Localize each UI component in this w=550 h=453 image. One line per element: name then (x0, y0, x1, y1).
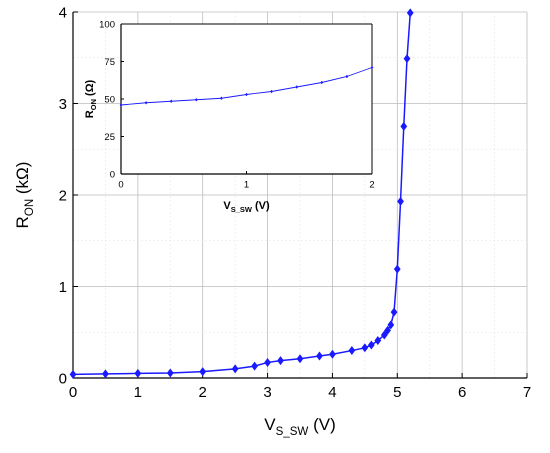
data-point (134, 368, 142, 378)
y-tick-label: 1 (59, 279, 67, 296)
data-point (245, 92, 248, 97)
data-point (400, 121, 408, 131)
y-tick-label: 2 (59, 187, 67, 204)
data-point (231, 364, 239, 374)
data-point (166, 368, 174, 378)
y-tick-label: 75 (104, 57, 115, 68)
data-point (220, 96, 223, 101)
y-tick-label: 3 (59, 96, 67, 113)
data-point (406, 8, 414, 18)
data-point (390, 307, 398, 317)
x-tick-label: 7 (523, 384, 531, 401)
y-tick-label: 0 (110, 169, 115, 180)
data-point (387, 320, 395, 330)
inset-background (121, 24, 372, 174)
data-point (374, 335, 382, 345)
y-tick-label: 25 (104, 132, 115, 143)
data-point (295, 85, 299, 89)
x-tick-label: 3 (263, 384, 271, 401)
data-point (393, 264, 401, 274)
data-point (345, 74, 349, 79)
data-point (370, 65, 374, 70)
data-point (384, 325, 391, 335)
x-tick-label: 0 (118, 180, 123, 191)
x-tick-label: 2 (369, 180, 374, 191)
y-tick-label: 100 (99, 19, 115, 30)
data-point (361, 343, 369, 353)
data-point (102, 369, 109, 379)
data-point (264, 357, 271, 367)
data-point (316, 351, 323, 361)
data-point (119, 103, 123, 107)
data-point (348, 346, 356, 356)
data-point (270, 89, 273, 94)
data-point (194, 97, 198, 102)
data-point (403, 54, 411, 64)
data-point (320, 80, 324, 85)
data-point (367, 340, 375, 350)
data-point (296, 354, 304, 364)
x-tick-label: 4 (328, 384, 336, 401)
y-axis-label: RON (kΩ) (13, 162, 36, 229)
x-axis-label: VS_SW (V) (264, 415, 335, 438)
x-axis-label: VS_SW (V) (223, 200, 270, 214)
data-point (144, 100, 148, 105)
x-tick-label: 2 (199, 384, 207, 401)
data-point (69, 369, 77, 379)
y-axis-label: RON (Ω) (84, 79, 98, 118)
data-point (199, 367, 207, 377)
x-tick-label: 1 (134, 384, 142, 401)
x-tick-label: 6 (458, 384, 466, 401)
data-point (169, 99, 173, 104)
data-point (397, 196, 404, 206)
y-tick-label: 50 (104, 94, 115, 105)
x-tick-label: 5 (393, 384, 401, 401)
data-point (329, 349, 336, 359)
x-tick-label: 1 (244, 180, 249, 191)
data-point (277, 356, 284, 366)
y-tick-label: 4 (59, 4, 67, 21)
inset-plot: 0 1 2 0 25 50 75 100 VS_SW (V) RON (Ω) (84, 19, 375, 214)
x-tick-label: 0 (69, 384, 77, 401)
data-point (251, 361, 258, 371)
y-tick-label: 0 (59, 370, 67, 387)
